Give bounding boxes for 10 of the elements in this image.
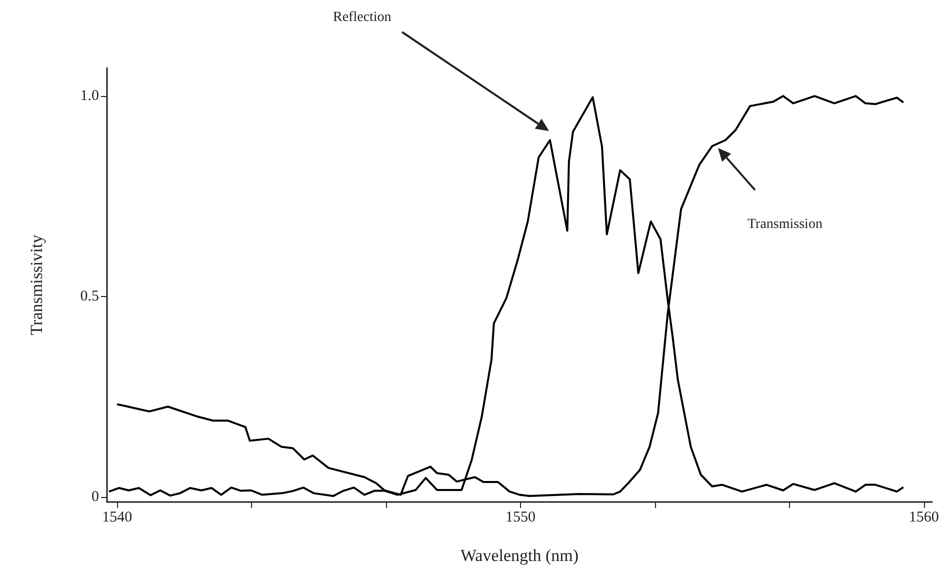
x-axis-title: Wavelength (nm) — [460, 546, 579, 565]
y-axis-title: Transmissivity — [27, 234, 46, 336]
x-tick-label: 1560 — [908, 510, 939, 526]
y-tick-label: 0.5 — [80, 288, 99, 304]
text: Reflection — [333, 10, 392, 26]
annotation: Transmission — [748, 217, 822, 233]
x-tick-label: 1540 — [102, 510, 132, 526]
y-tick-label: 0 — [92, 488, 99, 505]
x-tick-label: 1550 — [506, 510, 536, 526]
y-tick-label: 1.0 — [80, 88, 99, 104]
